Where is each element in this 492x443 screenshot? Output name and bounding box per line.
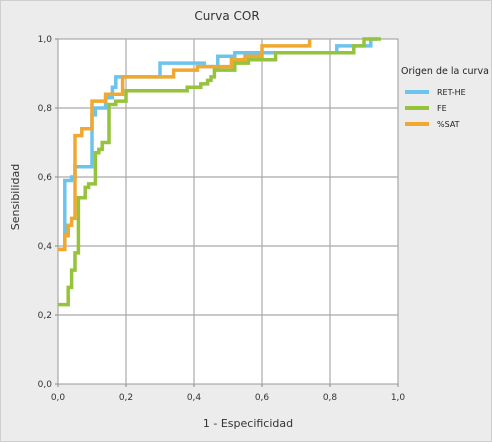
x-tick-label: 0,6 [255,393,270,403]
legend-title: Origen de la curva [401,66,489,77]
legend-label: FE [437,104,447,113]
y-tick-label: 1,0 [38,35,53,45]
legend-label: RET-HE [437,88,466,97]
legend: Origen de la curva RET-HE FE %SAT [401,66,489,129]
y-tick-label: 0,0 [38,380,53,390]
y-tick-label: 0,4 [38,242,53,252]
legend-label: %SAT [437,120,460,129]
x-axis-label: 1 - Especificidad [203,417,293,430]
x-tick-label: 0,8 [323,393,338,403]
plot-area [57,38,399,385]
y-tick-label: 0,6 [38,173,53,183]
x-tick-labels: 0,0 0,2 0,4 0,6 0,8 1,0 [51,393,406,403]
x-tick-label: 0,0 [51,393,66,403]
x-tick-label: 1,0 [391,393,406,403]
chart-title: Curva COR [194,9,259,23]
y-tick-label: 0,2 [38,311,52,321]
x-tick-label: 0,2 [119,393,133,403]
series-line-fe [58,37,381,307]
series-line-sat [58,39,312,252]
y-tick-label: 0,8 [38,104,53,114]
series-lines [58,37,381,307]
x-tick-label: 0,4 [187,393,202,403]
y-tick-labels: 0,0 0,2 0,4 0,6 0,8 1,0 [38,35,53,390]
y-axis-label: Sensibilidad [9,164,22,230]
